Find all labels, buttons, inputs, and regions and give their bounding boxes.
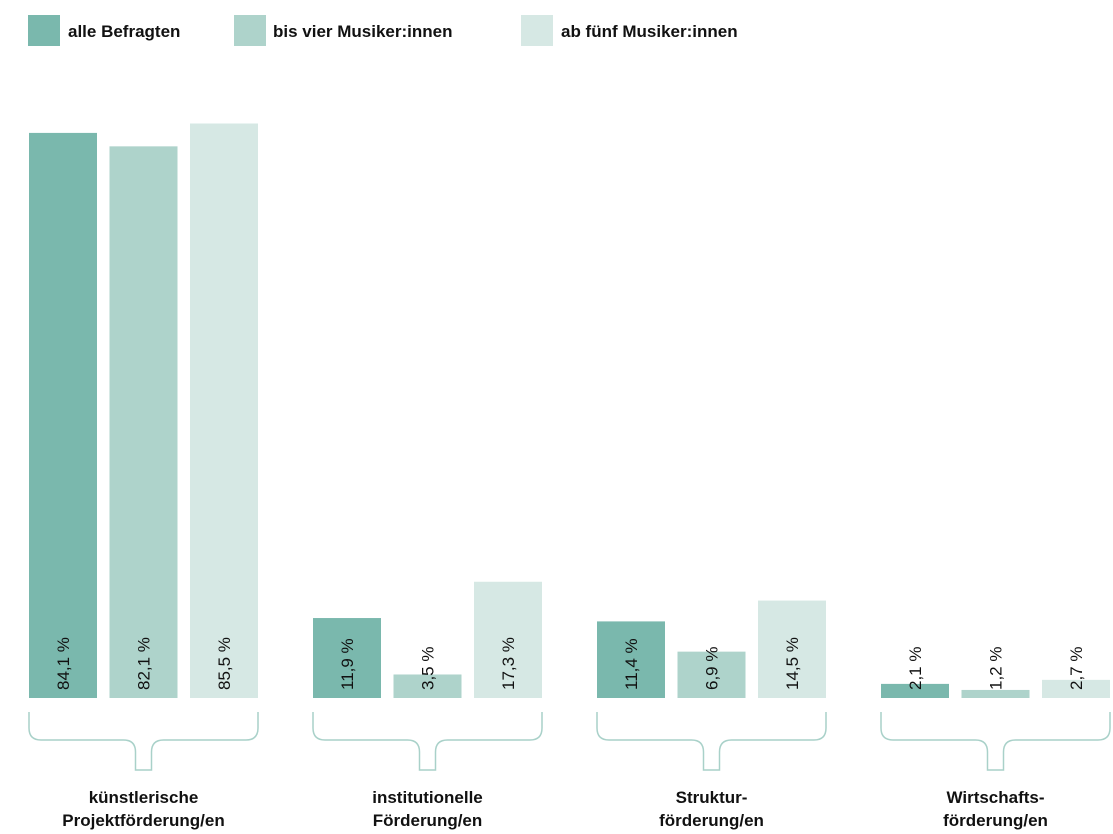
brace [28, 712, 259, 771]
bar [1042, 679, 1110, 698]
bar [758, 600, 826, 698]
bar [29, 132, 97, 699]
value-label: 11,9 % [338, 638, 357, 690]
legend-label: alle Befragten [68, 22, 180, 41]
value-label: 2,7 % [1067, 647, 1086, 690]
value-label: 85,5 % [215, 637, 234, 690]
category-label: Wirtschafts-förderung/en [943, 788, 1048, 830]
value-label: 11,4 % [622, 638, 641, 690]
bar [881, 683, 949, 698]
value-label: 1,2 % [987, 647, 1006, 690]
bar [190, 123, 258, 698]
brace [596, 712, 827, 771]
value-label: 14,5 % [783, 637, 802, 690]
brace [880, 712, 1111, 771]
bar [474, 581, 542, 698]
value-label: 3,5 % [419, 647, 438, 690]
category-label: Struktur-förderung/en [659, 788, 764, 830]
value-label: 82,1 % [135, 637, 154, 690]
bar [313, 618, 381, 698]
legend-swatch [28, 15, 60, 46]
bar [393, 674, 462, 698]
value-label: 6,9 % [703, 647, 722, 690]
bar [961, 689, 1030, 698]
bar [597, 621, 665, 698]
legend-label: bis vier Musiker:innen [273, 22, 453, 41]
brace [312, 712, 543, 771]
category-label: künstlerische Projektförderung/en [62, 788, 224, 830]
legend-label: ab fünf Musiker:innen [561, 22, 738, 41]
legend-swatch [521, 15, 553, 46]
value-label: 17,3 % [499, 637, 518, 690]
value-label: 2,1 % [906, 647, 925, 690]
legend-swatch [234, 15, 266, 46]
category-label: institutionelle Förderung/en [372, 788, 483, 830]
bar [109, 146, 178, 699]
value-label: 84,1 % [54, 637, 73, 690]
bar [677, 651, 746, 698]
